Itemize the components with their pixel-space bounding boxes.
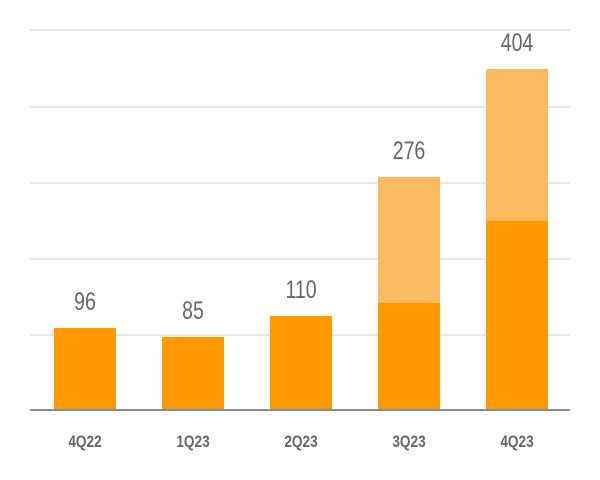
bar-segment-base bbox=[270, 316, 332, 409]
gridline bbox=[30, 29, 570, 31]
gridline bbox=[30, 258, 570, 260]
bar-segment-additional bbox=[378, 176, 440, 303]
data-label: 85 bbox=[182, 297, 204, 326]
gridline bbox=[30, 106, 570, 108]
data-label: 110 bbox=[285, 276, 317, 305]
x-tick-label: 3Q23 bbox=[392, 432, 426, 451]
gridline bbox=[30, 182, 570, 184]
data-label: 404 bbox=[500, 29, 534, 57]
x-tick-label: 2Q23 bbox=[284, 432, 318, 451]
bar-segment-base bbox=[54, 328, 116, 409]
x-axis-line bbox=[30, 409, 570, 411]
bar-segment-base bbox=[162, 337, 224, 409]
x-tick-label: 1Q23 bbox=[176, 432, 210, 451]
bar-segment-additional bbox=[486, 69, 548, 222]
bar-segment-base bbox=[486, 221, 548, 409]
data-label: 276 bbox=[392, 136, 426, 165]
bar-segment-base bbox=[378, 302, 440, 409]
x-tick-label: 4Q23 bbox=[500, 432, 534, 451]
data-label: 96 bbox=[74, 288, 96, 317]
x-tick-label: 4Q22 bbox=[68, 432, 102, 451]
chart-plot-area: 96 85 110 276 404 bbox=[30, 0, 570, 411]
